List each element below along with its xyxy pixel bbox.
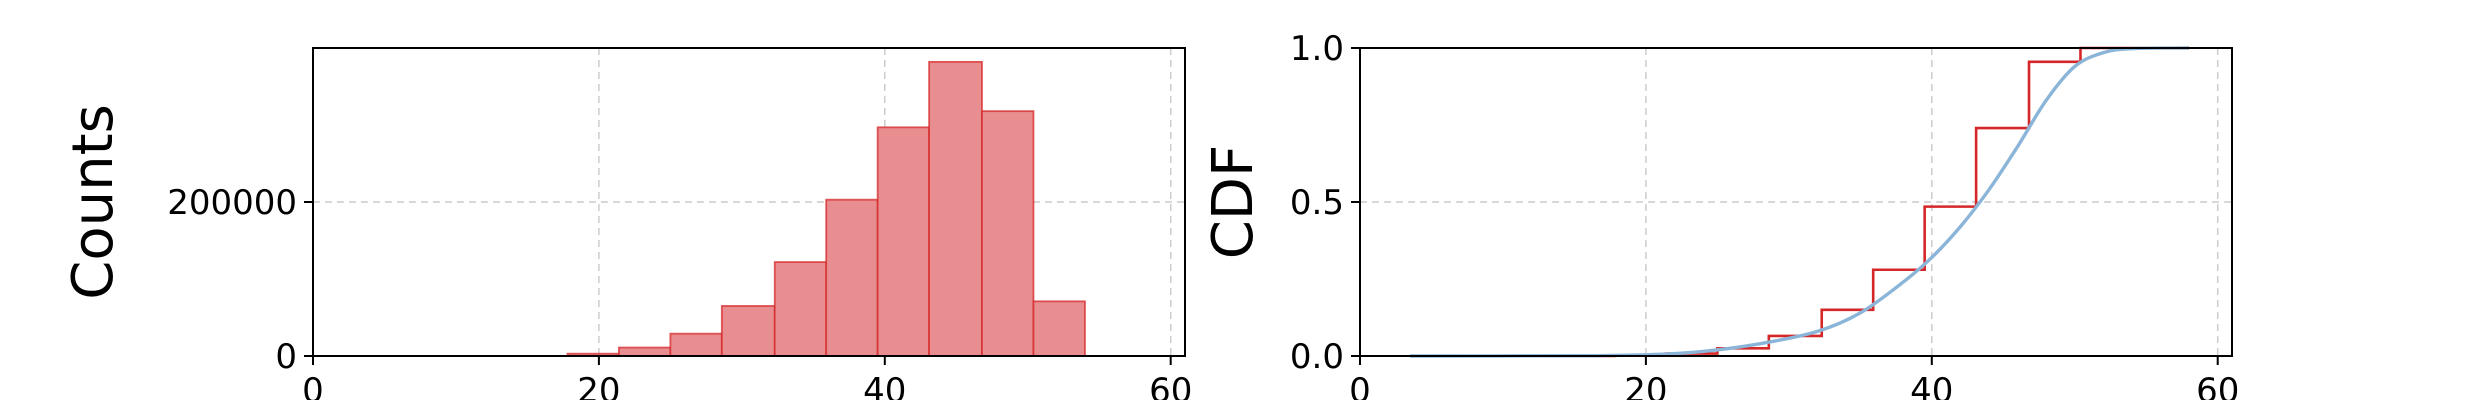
cdf-y-axis-label: CDF [1201, 145, 1266, 259]
histogram-y-axis-label: Counts [61, 104, 126, 299]
y-tick-label: 0 [275, 337, 297, 377]
x-tick-label: 40 [863, 371, 906, 400]
histogram-bar [720, 305, 776, 357]
histogram-bar [669, 332, 723, 357]
x-tick-label: 0 [302, 371, 324, 400]
histogram-bars [566, 60, 1086, 357]
histogram-bar [981, 110, 1035, 357]
cdf-lines [1410, 46, 2190, 358]
cdf-panel: 0 20 40 60 0.0 0.5 1.0 CDF [1201, 29, 2239, 400]
x-tick-label: 20 [577, 371, 620, 400]
cdf-gridlines [1360, 48, 2232, 356]
smooth-cdf-line [1410, 46, 2190, 358]
cdf-ticks: 0 20 40 60 0.0 0.5 1.0 [1290, 29, 2239, 400]
histogram-bar [928, 60, 983, 357]
x-tick-label: 60 [1149, 371, 1192, 400]
x-tick-label: 60 [2196, 371, 2239, 400]
x-tick-label: 0 [1349, 371, 1371, 400]
x-tick-label: 40 [1910, 371, 1953, 400]
x-tick-label: 20 [1624, 371, 1667, 400]
histogram-bar [773, 261, 828, 357]
y-tick-label: 0.0 [1290, 337, 1344, 377]
y-tick-label: 200000 [167, 183, 297, 223]
histogram-bar [876, 126, 931, 357]
histogram-bar [1032, 300, 1086, 357]
y-tick-label: 0.5 [1290, 183, 1344, 223]
histogram-bar [825, 198, 879, 357]
histogram-ticks: 0 20 40 60 0 200000 [167, 183, 1192, 400]
histogram-bar [618, 346, 672, 357]
y-tick-label: 1.0 [1290, 29, 1344, 69]
histogram-panel: 0 20 40 60 0 200000 Counts [61, 47, 1192, 400]
